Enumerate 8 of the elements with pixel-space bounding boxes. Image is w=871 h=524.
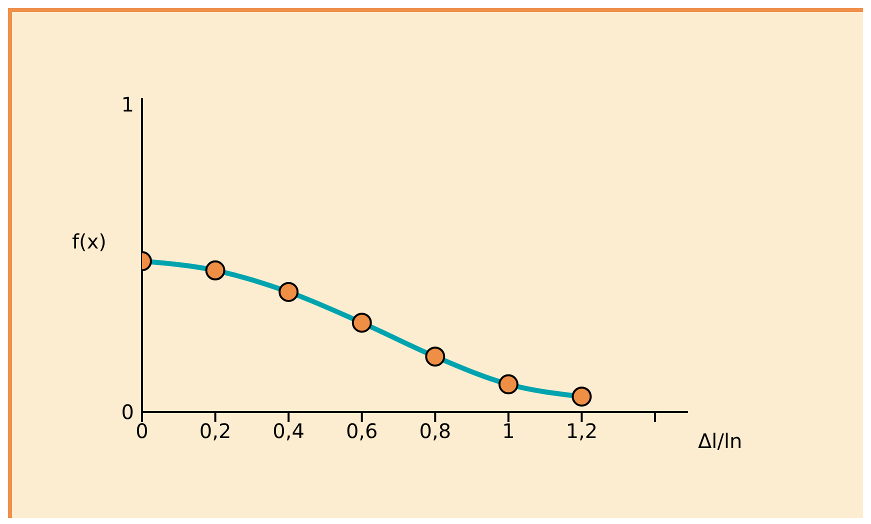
x-tick-label: 0,6 <box>346 419 378 444</box>
x-tick-label: 0,8 <box>419 419 452 444</box>
x-tick-label: 0,4 <box>272 419 304 444</box>
x-tick-label: 1 <box>502 419 515 444</box>
x-tick-label: 0,2 <box>199 419 232 444</box>
x-axis-title: Δl/ln <box>698 429 742 453</box>
x-tick-label: 1,2 <box>566 419 598 444</box>
y-axis-title: f(x) <box>72 230 106 254</box>
